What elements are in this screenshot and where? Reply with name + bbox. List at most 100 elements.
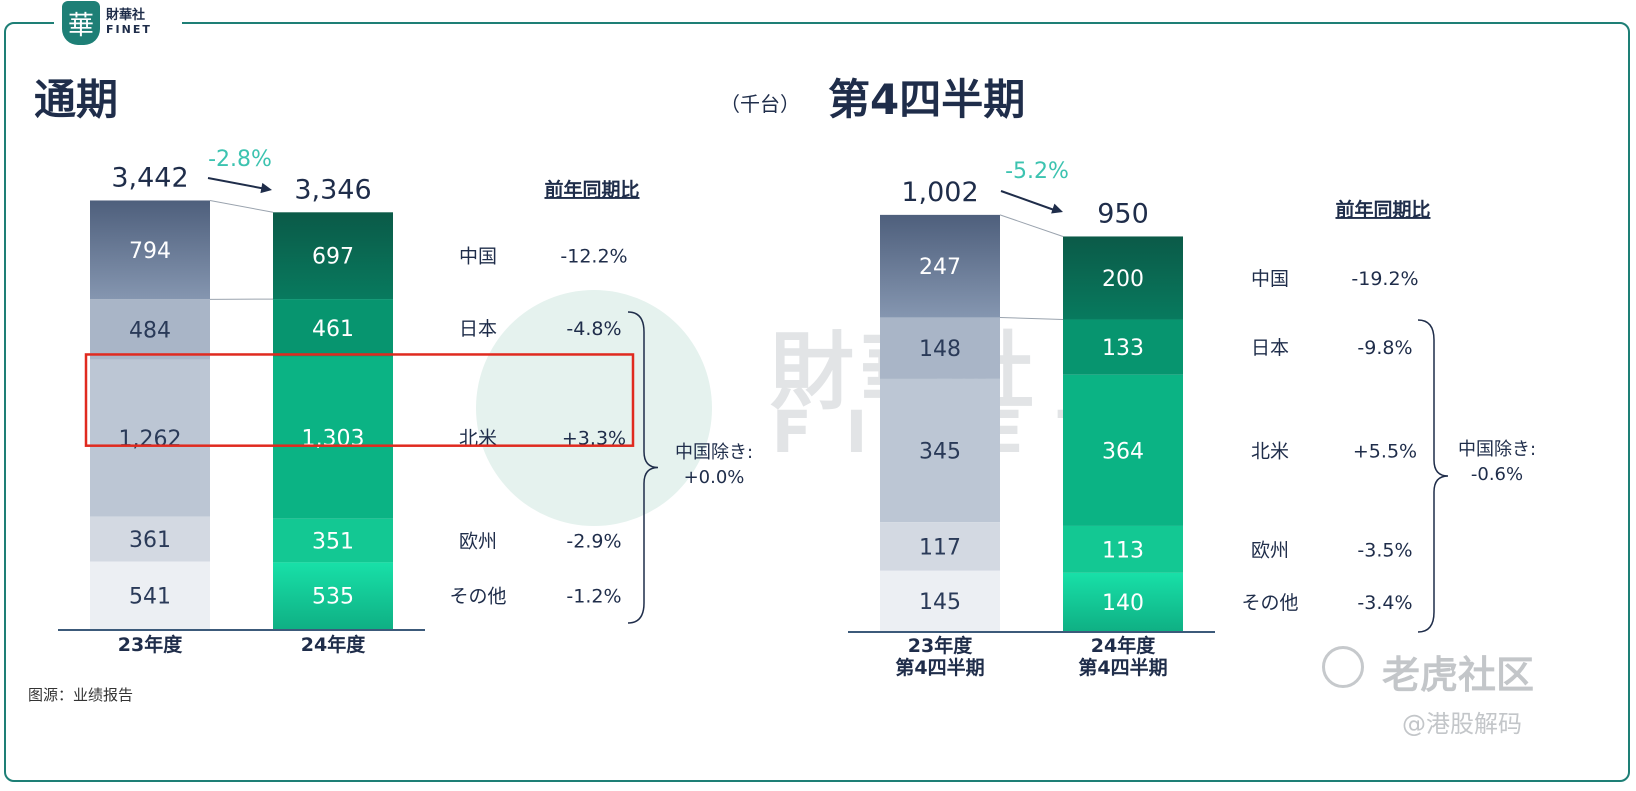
finet-logo: 華 財華社 FINET <box>54 0 182 46</box>
yoy-value-label: -19.2% <box>1351 268 1418 290</box>
bar-segment-0-0-0 <box>90 200 210 300</box>
finet-logo-text: 財華社 FINET <box>106 9 152 37</box>
yoy-region-label: 欧州 <box>1251 539 1289 561</box>
yoy-region-label: 日本 <box>459 318 497 340</box>
bar-segment-1-0-3 <box>880 522 1000 571</box>
bar-segment-1-0-1 <box>880 317 1000 379</box>
yoy-header: 前年同期比 <box>1335 198 1430 221</box>
yoy-value-label: -12.2% <box>560 246 627 268</box>
bar-total-label: 3,346 <box>294 174 371 205</box>
yoy-value-label: -4.8% <box>566 318 621 340</box>
watermark-tiger: 老虎社区 <box>1382 653 1535 697</box>
ex-china-value: -0.6% <box>1471 464 1523 485</box>
connector-line <box>999 316 1064 321</box>
change-arrow-head <box>260 182 272 194</box>
bar-value-label: 200 <box>1102 267 1144 292</box>
category-label: 第4四半期 <box>1078 656 1167 679</box>
left-chart-title: 通期 <box>34 75 119 124</box>
category-label: 23年度 <box>118 633 183 656</box>
bar-value-label: 1,262 <box>119 427 182 452</box>
category-label: 23年度 <box>908 634 973 657</box>
ex-china-brace <box>627 311 659 624</box>
change-arrow-head <box>1051 203 1063 214</box>
total-change-label: -2.8% <box>208 147 272 172</box>
bar-value-label: 113 <box>1102 538 1144 563</box>
ex-china-label: 中国除き: <box>1458 439 1536 460</box>
yoy-region-label: その他 <box>1241 592 1298 614</box>
yoy-region-label: 中国 <box>1251 268 1289 290</box>
bar-value-label: 145 <box>919 590 961 615</box>
bar-total-label: 950 <box>1097 198 1149 229</box>
yoy-header: 前年同期比 <box>544 178 639 201</box>
bar-value-label: 351 <box>312 530 354 555</box>
category-label: 24年度 <box>301 633 366 656</box>
bar-total-label: 3,442 <box>111 162 188 193</box>
bar-segment-0-0-3 <box>90 516 210 562</box>
change-arrow <box>207 177 267 190</box>
right-chart-title: 第4四半期 <box>828 75 1026 124</box>
unit-label: （千台） <box>720 92 800 116</box>
bar-value-label: 541 <box>129 584 171 609</box>
logo-name-cn: 財華社 <box>106 8 146 23</box>
yoy-value-label: +3.3% <box>562 428 626 450</box>
yoy-value-label: -2.9% <box>566 531 621 553</box>
bar-segment-1-1-0 <box>1063 236 1183 320</box>
bar-segment-0-1-0 <box>273 212 393 300</box>
bar-value-label: 697 <box>312 245 354 270</box>
bar-value-label: 361 <box>129 528 171 553</box>
total-change-label: -5.2% <box>1005 159 1069 184</box>
bar-segment-0-1-1 <box>273 299 393 357</box>
bar-value-label: 484 <box>129 318 171 343</box>
bar-segment-0-1-3 <box>273 518 393 563</box>
source-note: 图源：业绩报告 <box>28 686 134 704</box>
bar-segment-0-1-2 <box>273 356 393 519</box>
bar-value-label: 1,303 <box>302 427 365 452</box>
yoy-region-label: 中国 <box>459 246 497 268</box>
bar-value-label: 345 <box>919 440 961 465</box>
connector-line <box>999 214 1064 237</box>
watermark-handle: @港股解码 <box>1402 710 1522 738</box>
yoy-region-label: 欧州 <box>459 531 497 553</box>
bar-segment-1-1-2 <box>1063 374 1183 526</box>
bar-value-label: 794 <box>129 239 171 264</box>
yoy-region-label: その他 <box>449 586 506 608</box>
bar-segment-1-0-4 <box>880 570 1000 631</box>
bar-segment-1-0-0 <box>880 214 1000 318</box>
bar-value-label: 140 <box>1102 591 1144 616</box>
bar-value-label: 117 <box>919 535 961 560</box>
bar-segment-0-0-1 <box>90 299 210 360</box>
yoy-region-label: 北米 <box>459 428 497 450</box>
bar-value-label: 461 <box>312 317 354 342</box>
ex-china-brace <box>1417 319 1449 633</box>
bar-value-label: 247 <box>919 255 961 280</box>
bar-value-label: 535 <box>312 585 354 610</box>
highlight-box <box>84 353 635 447</box>
bar-segment-1-0-2 <box>880 378 1000 523</box>
yoy-value-label: +5.5% <box>1353 440 1417 462</box>
yoy-region-label: 北米 <box>1251 440 1289 462</box>
category-label: 第4四半期 <box>895 656 984 679</box>
bar-segment-0-0-2 <box>90 359 210 517</box>
yoy-value-label: -9.8% <box>1357 337 1412 359</box>
connector-line <box>209 199 274 213</box>
bar-segment-0-0-4 <box>90 561 210 629</box>
bar-segment-1-1-1 <box>1063 319 1183 375</box>
finet-logo-badge: 華 <box>62 1 100 45</box>
bar-total-label: 1,002 <box>901 177 978 208</box>
change-arrow <box>1000 190 1058 212</box>
chart-frame <box>4 22 1630 782</box>
ex-china-label: 中国除き: <box>675 442 753 463</box>
bar-segment-1-1-4 <box>1063 572 1183 631</box>
yoy-value-label: -3.5% <box>1357 539 1412 561</box>
yoy-region-label: 日本 <box>1251 337 1289 359</box>
bar-value-label: 364 <box>1102 439 1144 464</box>
bar-value-label: 133 <box>1102 336 1144 361</box>
yoy-value-label: -1.2% <box>566 586 621 608</box>
yoy-value-label: -3.4% <box>1357 592 1412 614</box>
ex-china-value: +0.0% <box>684 467 745 488</box>
bar-value-label: 148 <box>919 337 961 362</box>
logo-name-en: FINET <box>106 23 152 36</box>
bar-segment-1-1-3 <box>1063 525 1183 573</box>
bar-segment-0-1-4 <box>273 562 393 629</box>
